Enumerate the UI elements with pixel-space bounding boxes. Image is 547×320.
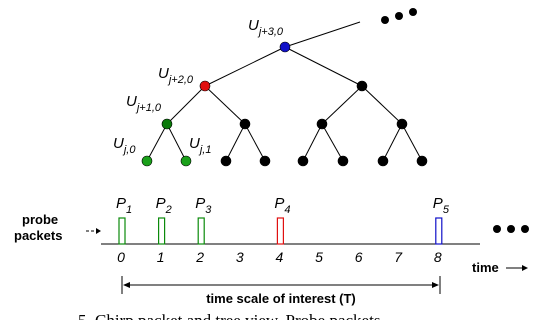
- edge: [166, 85, 206, 125]
- node: [297, 155, 309, 167]
- edge: [321, 123, 344, 162]
- node: [316, 118, 328, 130]
- probe-label-line1: probe: [22, 212, 58, 227]
- time-axis-label: time: [472, 260, 499, 275]
- probe-packet: [118, 217, 126, 245]
- probe-packets: P1 P2 P3 P4 P5: [116, 195, 450, 245]
- caption-fragment: 5. Chirp packet and tree view. Probe pac…: [78, 311, 380, 320]
- time-tick-label: 3: [236, 249, 244, 265]
- time-ticks: 0 1 2 3 4 5 6 7 8: [117, 249, 442, 265]
- node: [337, 155, 349, 167]
- time-tick-label: 2: [195, 249, 204, 265]
- node-u-j1-0: [161, 118, 173, 130]
- node-label-u-j2-0: Uj+2,0: [158, 65, 194, 86]
- edge-root-left: [204, 46, 286, 87]
- probe-packet-label: P1: [116, 195, 132, 216]
- node-u-j3-0: [279, 41, 291, 53]
- edge-root-right: [284, 46, 363, 87]
- node-u-j-0: [141, 155, 153, 167]
- scale-arrow-right: [432, 282, 439, 288]
- probe-packet-label: P3: [195, 195, 212, 216]
- tree-edges: [146, 21, 423, 162]
- node: [239, 118, 251, 130]
- time-tick-label: 6: [355, 249, 363, 265]
- node: [396, 118, 408, 130]
- node: [377, 155, 389, 167]
- edge: [361, 85, 403, 125]
- node-u-j-1: [180, 155, 192, 167]
- probe-packet: [276, 217, 284, 245]
- edge: [146, 123, 168, 162]
- probe-packet-label: P5: [433, 195, 450, 216]
- node: [259, 155, 271, 167]
- node-label-u-j-1: Uj,1: [189, 135, 211, 156]
- scale-arrow-left: [123, 282, 130, 288]
- node-label-u-j-0: Uj,0: [113, 135, 136, 156]
- node-label-u-j1-0: Uj+1,0: [126, 93, 162, 114]
- time-tick-label: 7: [394, 249, 403, 265]
- probe-packet: [158, 217, 166, 245]
- time-tick-label: 5: [315, 249, 323, 265]
- edge: [244, 123, 266, 162]
- time-tick-label: 8: [434, 249, 442, 265]
- edge: [382, 123, 403, 162]
- tree-nodes: [141, 41, 428, 167]
- time-arrow-head: [522, 265, 528, 271]
- edge-root-continuation: [284, 21, 361, 48]
- probe-packet: [197, 217, 205, 245]
- scale-label: time scale of interest (T): [206, 291, 356, 306]
- node: [416, 155, 428, 167]
- probe-label-line2: packets: [14, 228, 62, 243]
- tree-continuation-dots: [381, 8, 417, 24]
- probe-packet-label: P4: [274, 195, 290, 216]
- edge: [204, 85, 246, 125]
- time-tick-label: 4: [276, 249, 284, 265]
- timeline-continuation-dots: [493, 225, 529, 233]
- probe-packet-label: P2: [156, 195, 172, 216]
- node-u-j2-0: [199, 80, 211, 92]
- probe-pointer-arrowhead: [96, 228, 101, 234]
- probe-packet: [435, 217, 443, 245]
- edge: [166, 123, 187, 162]
- node: [356, 80, 368, 92]
- node: [220, 155, 232, 167]
- edge: [225, 123, 246, 162]
- edge: [321, 85, 363, 125]
- time-tick-label: 1: [157, 249, 165, 265]
- edge: [401, 123, 423, 162]
- time-tick-label: 0: [117, 249, 125, 265]
- edge: [302, 123, 323, 162]
- node-label-u-j3-0: Uj+3,0: [248, 17, 284, 38]
